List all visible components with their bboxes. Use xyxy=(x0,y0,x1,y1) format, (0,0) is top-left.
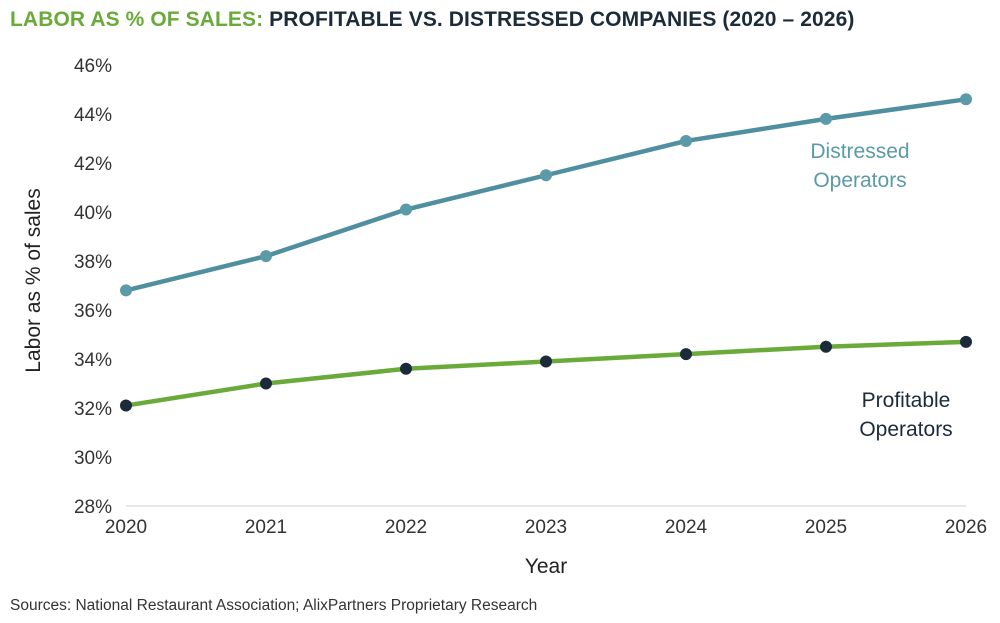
series-label-line: Profitable xyxy=(862,389,951,412)
y-tick-label: 28% xyxy=(74,497,112,518)
y-axis-title: Labor as % of sales xyxy=(22,188,45,372)
x-tick-label: 2026 xyxy=(945,517,987,538)
series-line-profitable xyxy=(123,339,969,408)
x-tick-label: 2023 xyxy=(525,517,567,538)
x-axis-ticks: 2020 2021 2022 2023 2024 2025 2026 xyxy=(105,517,987,538)
chart-title-main: PROFITABLE VS. DISTRESSED COMPANIES (202… xyxy=(263,8,855,31)
data-point-profitable xyxy=(540,355,552,368)
y-axis-ticks: 28% 30% 32% 34% 36% 38% 40% 42% 44% 46% xyxy=(74,56,112,518)
series-label-profitable: Profitable Operators xyxy=(859,389,952,441)
x-axis-title: Year xyxy=(525,555,567,578)
series-label-distressed: Distressed Operators xyxy=(810,140,909,192)
data-point-distressed xyxy=(400,203,412,216)
x-tick-label: 2022 xyxy=(385,517,427,538)
y-tick-label: 44% xyxy=(74,105,112,126)
series-label-line: Operators xyxy=(813,169,906,192)
y-tick-label: 32% xyxy=(74,399,112,420)
data-point-distressed xyxy=(260,250,272,263)
chart-title-accent: LABOR AS % OF SALES: xyxy=(10,8,264,31)
data-point-profitable xyxy=(260,377,272,390)
data-point-profitable xyxy=(400,362,412,375)
y-tick-label: 46% xyxy=(74,56,112,77)
data-point-distressed xyxy=(820,112,832,125)
y-tick-label: 40% xyxy=(74,203,112,224)
series-line-distressed xyxy=(123,97,969,293)
y-tick-label: 38% xyxy=(74,252,112,273)
y-tick-label: 34% xyxy=(74,350,112,371)
x-tick-label: 2025 xyxy=(805,517,847,538)
x-tick-label: 2024 xyxy=(665,517,708,538)
y-tick-label: 42% xyxy=(74,154,112,175)
chart-title: LABOR AS % OF SALES: PROFITABLE VS. DIST… xyxy=(10,8,854,32)
data-point-distressed xyxy=(680,134,692,147)
data-point-distressed xyxy=(120,284,132,297)
data-point-distressed xyxy=(540,169,552,182)
y-tick-label: 36% xyxy=(74,301,112,322)
series-label-line: Distressed xyxy=(810,140,909,163)
data-point-profitable xyxy=(120,399,132,412)
x-tick-label: 2020 xyxy=(105,517,147,538)
series-layer xyxy=(120,93,972,412)
data-point-distressed xyxy=(960,93,972,106)
data-point-profitable xyxy=(960,335,972,348)
data-point-profitable xyxy=(820,340,832,353)
data-point-profitable xyxy=(680,348,692,361)
source-note: Sources: National Restaurant Association… xyxy=(10,597,538,614)
x-tick-label: 2021 xyxy=(245,517,287,538)
series-labels: Distressed Operators Profitable Operators xyxy=(810,140,952,441)
y-tick-label: 30% xyxy=(74,448,112,469)
series-label-line: Operators xyxy=(859,418,952,441)
